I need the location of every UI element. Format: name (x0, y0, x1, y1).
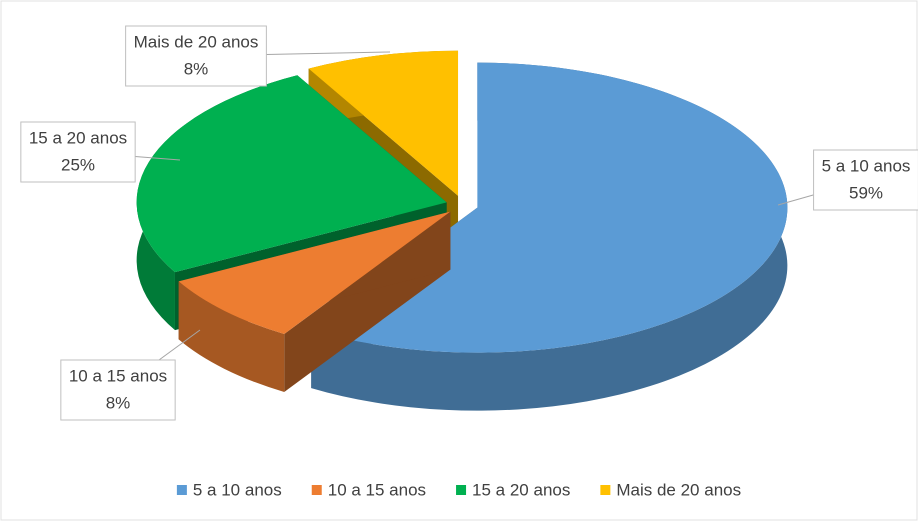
legend-label: 10 a 15 anos (328, 480, 426, 499)
legend-label: 15 a 20 anos (472, 480, 570, 499)
data-label-value: 25% (61, 155, 95, 174)
legend-label: 5 a 10 anos (193, 480, 282, 499)
legend-label: Mais de 20 anos (616, 480, 741, 499)
slice (308, 50, 459, 196)
data-label-box (125, 25, 267, 87)
data-label-value: 8% (106, 393, 131, 412)
data-label-box (60, 359, 176, 421)
data-label-value: 8% (184, 59, 209, 78)
data-label-value: 59% (849, 183, 883, 202)
legend-swatch (176, 485, 187, 495)
data-label-category: Mais de 20 anos (134, 32, 259, 51)
slice (178, 211, 451, 392)
slice-side (178, 281, 285, 392)
legend-swatch (456, 485, 467, 495)
legend-swatch (311, 485, 322, 495)
data-label-box (20, 121, 136, 183)
slice (178, 211, 451, 334)
data-label-category: 5 a 10 anos (822, 156, 911, 175)
data-label-box (813, 149, 918, 211)
legend-swatch (600, 485, 611, 495)
data-label-category: 10 a 15 anos (69, 366, 167, 385)
slice (136, 75, 447, 273)
data-label-category: 15 a 20 anos (29, 128, 127, 147)
